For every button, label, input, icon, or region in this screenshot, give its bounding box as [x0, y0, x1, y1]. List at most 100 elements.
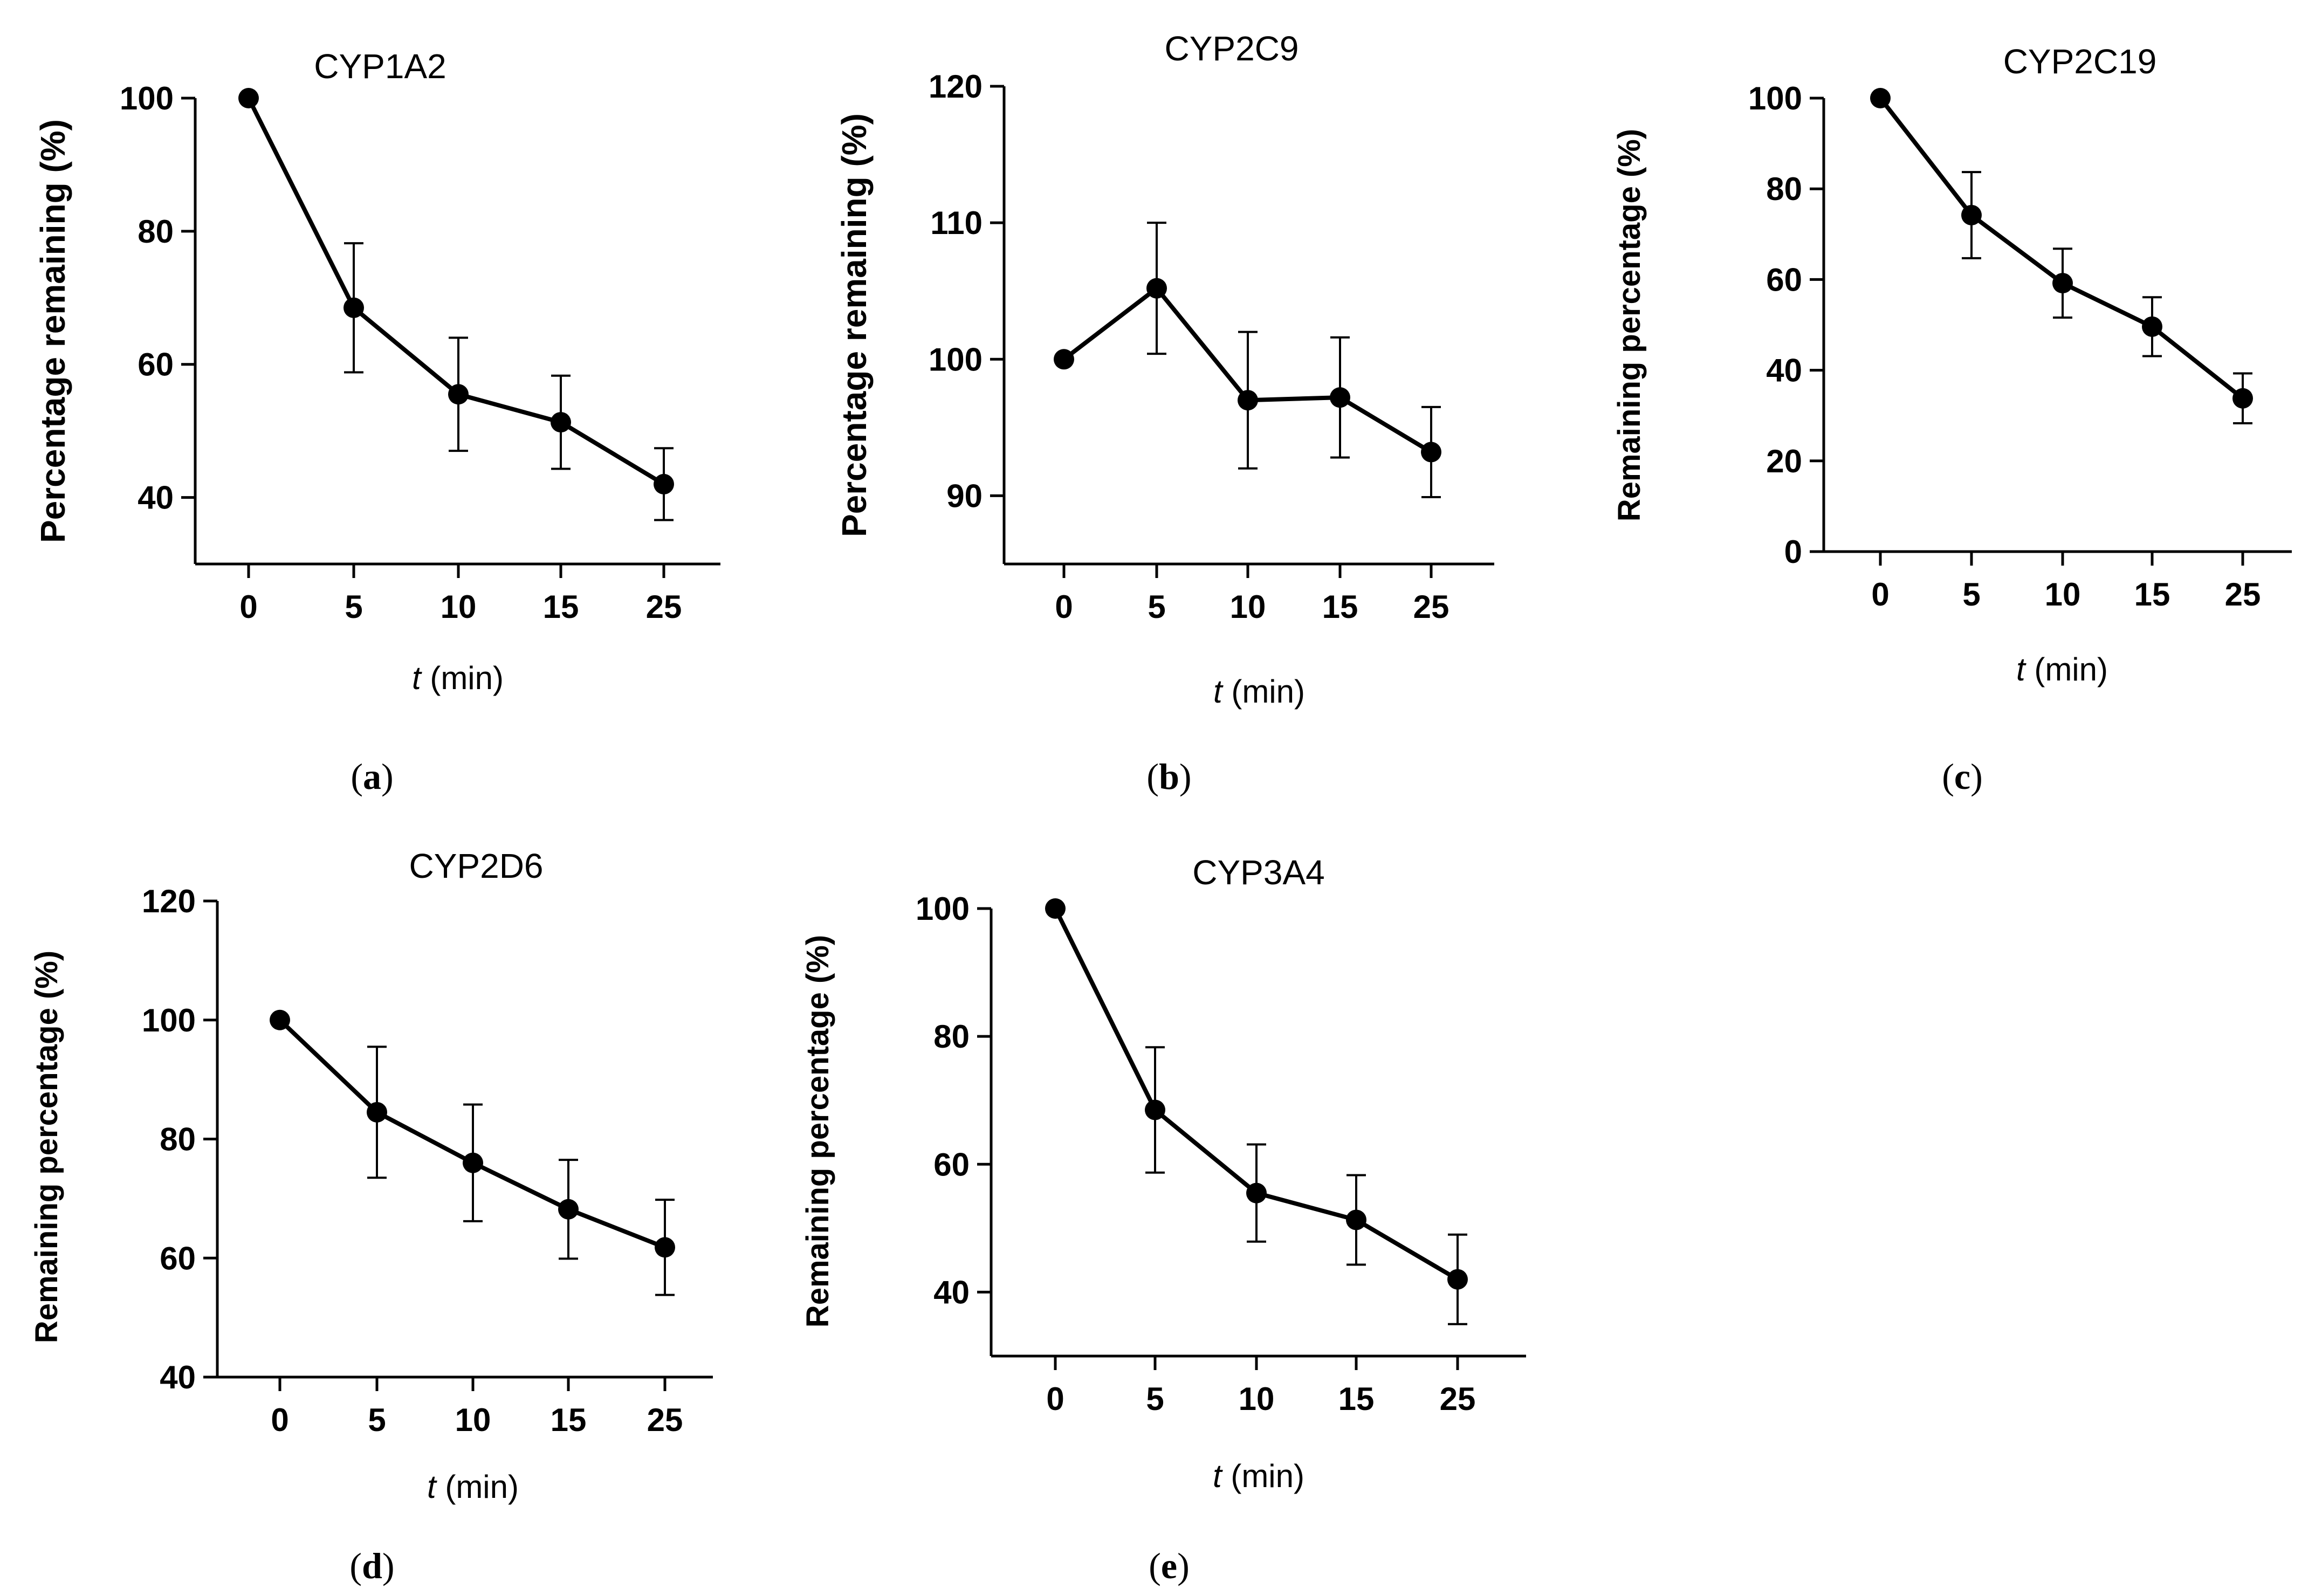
data-point: [1346, 1209, 1366, 1230]
x-tick-label: 25: [646, 589, 682, 625]
data-point: [2232, 388, 2253, 409]
chart-panel-c: 0 20 40 60 80 100 0 5 10 15 25 CYP2C19 Remaining per…: [1612, 42, 2292, 797]
x-tick-label: 25: [1440, 1381, 1476, 1417]
x-tick-label: 0: [1871, 576, 1889, 613]
chart-title: CYP2D6: [409, 847, 544, 885]
y-tick-label: 80: [1766, 171, 1802, 207]
x-tick-label: 15: [551, 1402, 587, 1438]
y-tick-label: 60: [1766, 262, 1802, 298]
y-axis-label: Remaining percentage (%): [800, 935, 835, 1327]
x-tick-label: 15: [2134, 576, 2170, 613]
x-tick-label: 25: [1413, 589, 1449, 625]
x-axis-label-var: t: [2016, 651, 2026, 687]
x-axis-label-var: t: [1213, 673, 1224, 710]
x-axis-label: t (min): [2016, 651, 2108, 687]
data-point: [558, 1199, 579, 1220]
x-axis-label-unit: (min): [2025, 651, 2108, 687]
chart-title: CYP3A4: [1192, 853, 1324, 892]
x-tick-label: 25: [647, 1402, 683, 1438]
panel-label: (d): [349, 1545, 394, 1586]
data-point: [1238, 390, 1258, 411]
y-tick-label: 80: [933, 1019, 970, 1055]
data-point: [654, 473, 674, 494]
data-point: [2052, 273, 2073, 294]
y-tick-label: 100: [1748, 80, 1802, 116]
chart-panel-d: 40 60 80 100 120 0 5 10 15 25 CYP2D6 Remaining perc…: [29, 847, 713, 1586]
data-point: [1330, 387, 1350, 408]
panel-label-letter: e: [1161, 1545, 1177, 1586]
x-tick-label: 10: [2045, 576, 2081, 613]
x-tick-label: 15: [1322, 589, 1358, 625]
x-axis-label: t (min): [1213, 1458, 1304, 1494]
x-tick-label: 0: [1046, 1381, 1064, 1417]
x-tick-label: 10: [1239, 1381, 1275, 1417]
x-axis-label-var: t: [1213, 1458, 1223, 1494]
x-tick-label: 0: [271, 1402, 288, 1438]
data-point: [1045, 898, 1066, 919]
data-point: [655, 1237, 675, 1258]
chart-title: CYP1A2: [314, 47, 446, 86]
panel-label-letter: c: [1954, 756, 1970, 797]
chart-panel-a: 40 60 80 100 0 5 10 15 25 CYP1A2 Percentage remain…: [33, 47, 720, 797]
panel-label-open: (: [1942, 756, 1954, 797]
data-point: [1246, 1182, 1267, 1203]
data-point: [463, 1152, 483, 1173]
x-tick-label: 15: [543, 589, 579, 625]
panel-label-open: (: [351, 756, 363, 797]
panel-label: (e): [1149, 1545, 1190, 1586]
x-axis-label-var: t: [427, 1469, 437, 1505]
data-point: [551, 412, 571, 433]
y-tick-label: 40: [138, 480, 174, 516]
y-tick-label: 60: [138, 347, 174, 383]
panel-label: (b): [1146, 756, 1191, 797]
y-tick-label: 100: [142, 1002, 196, 1038]
data-point: [1054, 349, 1074, 370]
chart-title: CYP2C9: [1165, 29, 1299, 68]
x-axis-label: t (min): [412, 660, 504, 696]
y-axis-label: Remaining percentage (%): [1612, 129, 1647, 521]
y-tick-label: 120: [929, 68, 983, 105]
x-tick-label: 10: [455, 1402, 491, 1438]
y-axis-label: Percentage remaining (%): [835, 113, 874, 537]
panel-label-open: (: [349, 1545, 362, 1586]
y-tick-label: 110: [930, 205, 983, 241]
panel-label-close: ): [1970, 756, 1983, 797]
panel-label-letter: b: [1159, 756, 1179, 797]
y-tick-label: 100: [916, 891, 970, 927]
y-tick-label: 60: [933, 1146, 970, 1182]
data-point: [1146, 278, 1167, 299]
x-tick-label: 10: [1230, 589, 1266, 625]
y-axis-label: Percentage remaining (%): [33, 119, 72, 543]
y-tick-label: 100: [120, 80, 174, 116]
x-tick-label: 10: [441, 589, 477, 625]
y-tick-label: 120: [142, 883, 196, 919]
y-tick-label: 100: [929, 341, 983, 377]
data-point: [2142, 316, 2162, 337]
x-tick-label: 5: [1962, 576, 1980, 613]
chart-panel-b: 90 100 110 120 0 5 10 15 25 CYP2C9 Percentage rema…: [835, 29, 1494, 797]
y-tick-label: 80: [160, 1122, 196, 1158]
panel-label: (c): [1942, 756, 1983, 797]
y-tick-label: 40: [160, 1359, 196, 1395]
data-point: [1145, 1099, 1165, 1120]
x-axis-label-unit: (min): [1222, 673, 1305, 710]
data-point: [448, 384, 469, 405]
panel-label-letter: a: [363, 756, 381, 797]
x-axis-label-unit: (min): [1222, 1458, 1304, 1494]
series-line: [246, 97, 665, 486]
data-point: [1961, 204, 1982, 225]
x-tick-label: 5: [1148, 589, 1165, 625]
data-point: [238, 88, 259, 108]
x-tick-label: 15: [1338, 1381, 1375, 1417]
data-point: [1870, 88, 1891, 108]
x-axis-label-unit: (min): [436, 1469, 519, 1505]
x-tick-label: 0: [239, 589, 257, 625]
chart-panel-e: 40 60 80 100 0 5 10 15 25 CYP3A4 Remaining percent…: [800, 853, 1526, 1586]
y-tick-label: 60: [160, 1240, 196, 1276]
x-axis-label: t (min): [1213, 673, 1305, 710]
y-tick-label: 90: [946, 478, 983, 514]
panel-label-open: (: [1146, 756, 1159, 797]
x-axis-label: t (min): [427, 1469, 519, 1505]
panel-label-close: ): [1179, 756, 1192, 797]
